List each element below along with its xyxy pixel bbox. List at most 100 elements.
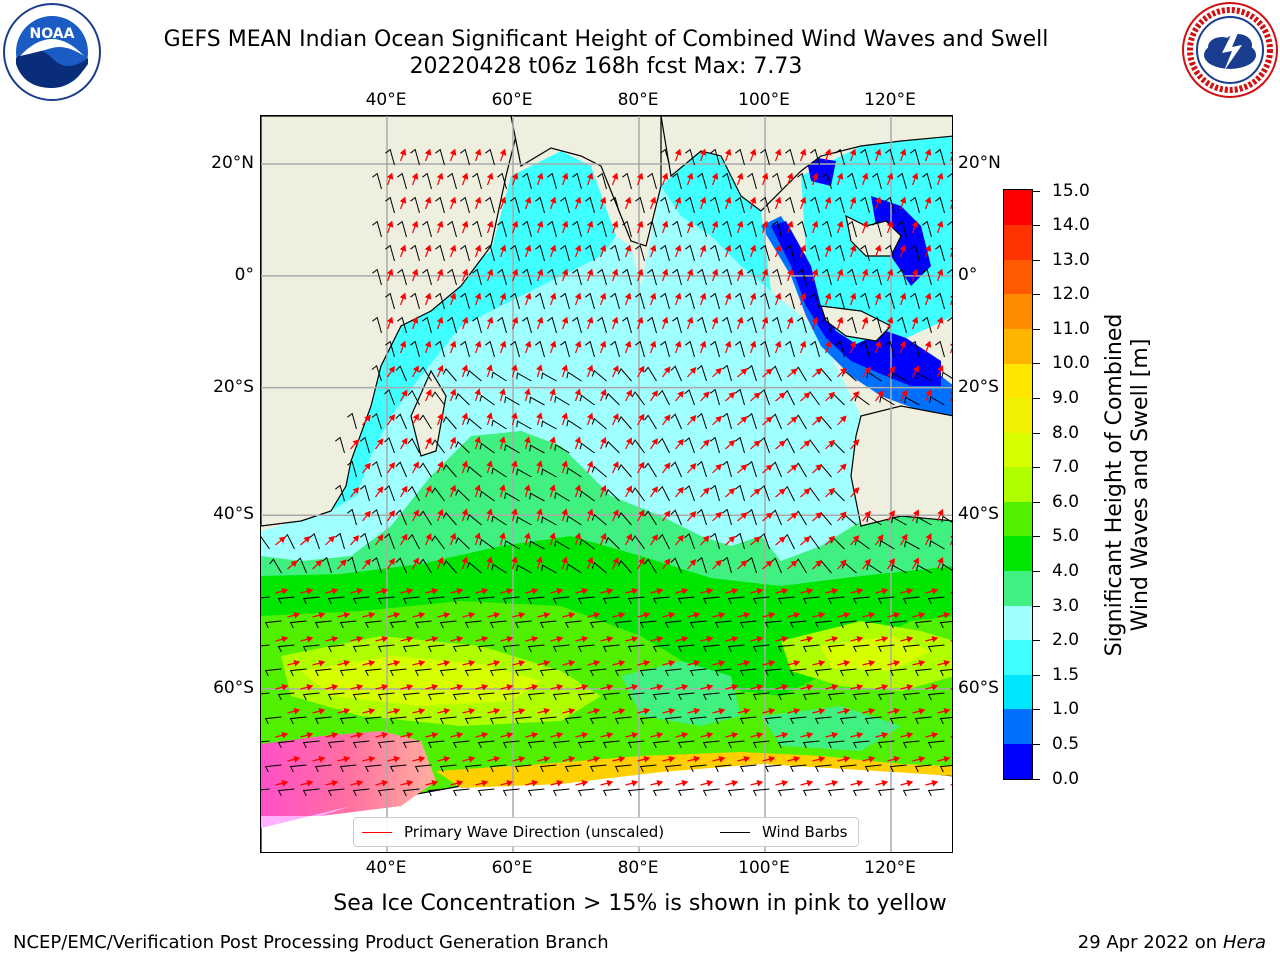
wave-arrow-386	[949, 535, 952, 546]
wind-barb-510	[539, 668, 557, 677]
wave-arrow-370	[549, 532, 556, 546]
wind-barb-80	[772, 220, 782, 238]
wind-barb-564	[489, 716, 507, 725]
wind-barb-172	[722, 316, 732, 334]
wind-barb-573	[714, 716, 732, 725]
wave-arrow-266	[712, 415, 723, 426]
wind-barb-322	[554, 491, 570, 502]
wind-barb-103	[760, 244, 770, 262]
wave-arrow-71	[561, 220, 569, 234]
wave-arrow-652	[600, 779, 614, 787]
wave-arrow-226	[911, 365, 919, 378]
wind-barb-338	[442, 512, 457, 526]
wind-barb-576	[789, 716, 807, 725]
wave-arrow-550	[850, 683, 864, 691]
wind-barb-518	[739, 668, 757, 677]
wave-arrow-205	[387, 365, 395, 378]
wave-arrow-482	[550, 635, 564, 643]
wave-arrow-199	[824, 340, 832, 354]
wind-barb-557	[314, 716, 332, 725]
wave-arrow-327	[700, 487, 710, 498]
wave-arrow-575	[787, 707, 801, 715]
wave-arrow-212	[561, 364, 568, 378]
wind-barb-540	[577, 692, 595, 701]
wave-arrow-486	[650, 635, 664, 643]
wave-arrow-367	[474, 532, 481, 546]
wind-barb-575	[764, 716, 782, 725]
wave-arrow-372	[599, 532, 607, 546]
wind-barb-434	[727, 596, 745, 605]
wave-arrow-377	[725, 536, 736, 546]
colorbar-segment-2	[1004, 674, 1032, 710]
wind-barb-503	[364, 668, 382, 677]
wind-barb-308	[722, 460, 732, 478]
wind-barb-41	[385, 196, 395, 214]
wind-barb-0	[385, 148, 395, 166]
wave-arrow-89	[424, 244, 432, 258]
wave-arrow-33	[786, 172, 794, 186]
wave-arrow-179	[911, 316, 919, 330]
wave-arrow-15	[924, 148, 932, 162]
wave-arrow-88	[399, 244, 407, 258]
wave-arrow-253	[387, 413, 395, 426]
wave-arrow-107	[874, 244, 882, 258]
wave-arrow-547	[775, 683, 789, 691]
wind-barb-304	[617, 464, 632, 478]
colorbar-tick-4	[1033, 640, 1040, 642]
wave-arrow-131	[886, 268, 894, 282]
wind-barb-472	[277, 644, 295, 653]
wind-barb-347	[670, 509, 682, 526]
wind-barb-615	[364, 764, 382, 773]
wave-arrow-517	[737, 659, 751, 667]
wave-arrow-556	[312, 707, 326, 715]
wind-barb-646	[427, 788, 445, 797]
wind-barb-346	[644, 510, 657, 526]
wind-barb-113	[422, 268, 432, 286]
wave-arrow-1	[424, 148, 432, 162]
wind-barb-359	[261, 536, 270, 550]
wave-arrow-21	[486, 172, 494, 186]
wave-arrow-366	[449, 532, 457, 546]
wave-arrow-97	[624, 244, 632, 258]
wave-arrow-420	[400, 587, 414, 595]
wind-barb-320	[504, 492, 520, 502]
wind-barb-335	[371, 508, 382, 526]
wave-arrow-249	[899, 389, 908, 402]
wind-barb-301	[541, 468, 557, 478]
wave-arrow-634	[862, 755, 876, 763]
wave-arrow-34	[811, 172, 819, 186]
wind-barb-567	[564, 716, 582, 725]
wind-barb-6	[685, 148, 695, 166]
wind-barb-630	[739, 764, 757, 773]
wave-arrow-151	[799, 292, 807, 306]
wind-barb-40	[947, 173, 952, 178]
wave-arrow-38	[911, 172, 919, 186]
wind-barb-15	[910, 148, 920, 166]
colorbar-title: Significant Height of Combined Wind Wave…	[1102, 185, 1154, 785]
wind-barb-569	[614, 716, 632, 725]
wave-arrow-77	[711, 220, 719, 234]
wave-arrow-650	[550, 779, 564, 787]
wave-arrow-278	[499, 436, 506, 450]
wind-barb-289	[759, 437, 770, 454]
wave-arrow-347	[687, 511, 697, 522]
wind-barb-662	[827, 788, 845, 797]
wind-barb-82	[822, 220, 832, 238]
wave-arrow-654	[650, 779, 664, 787]
wave-arrow-149	[749, 292, 757, 306]
wind-barb-619	[464, 764, 482, 773]
wave-arrow-576	[812, 707, 826, 715]
wave-arrow-102	[749, 244, 757, 258]
wave-arrow-632	[812, 755, 826, 763]
wind-barb-443	[264, 620, 282, 629]
wave-arrow-261	[586, 412, 594, 426]
wind-barb-625	[614, 764, 632, 773]
wind-barb-513	[614, 668, 632, 677]
wind-barb-588	[377, 740, 395, 749]
wave-arrow-422	[450, 587, 464, 595]
wave-arrow-516	[712, 659, 726, 667]
wind-barb-92	[485, 244, 495, 262]
wave-arrow-490	[750, 635, 764, 643]
wind-barb-252	[347, 412, 357, 430]
wind-barb-202	[885, 340, 895, 358]
